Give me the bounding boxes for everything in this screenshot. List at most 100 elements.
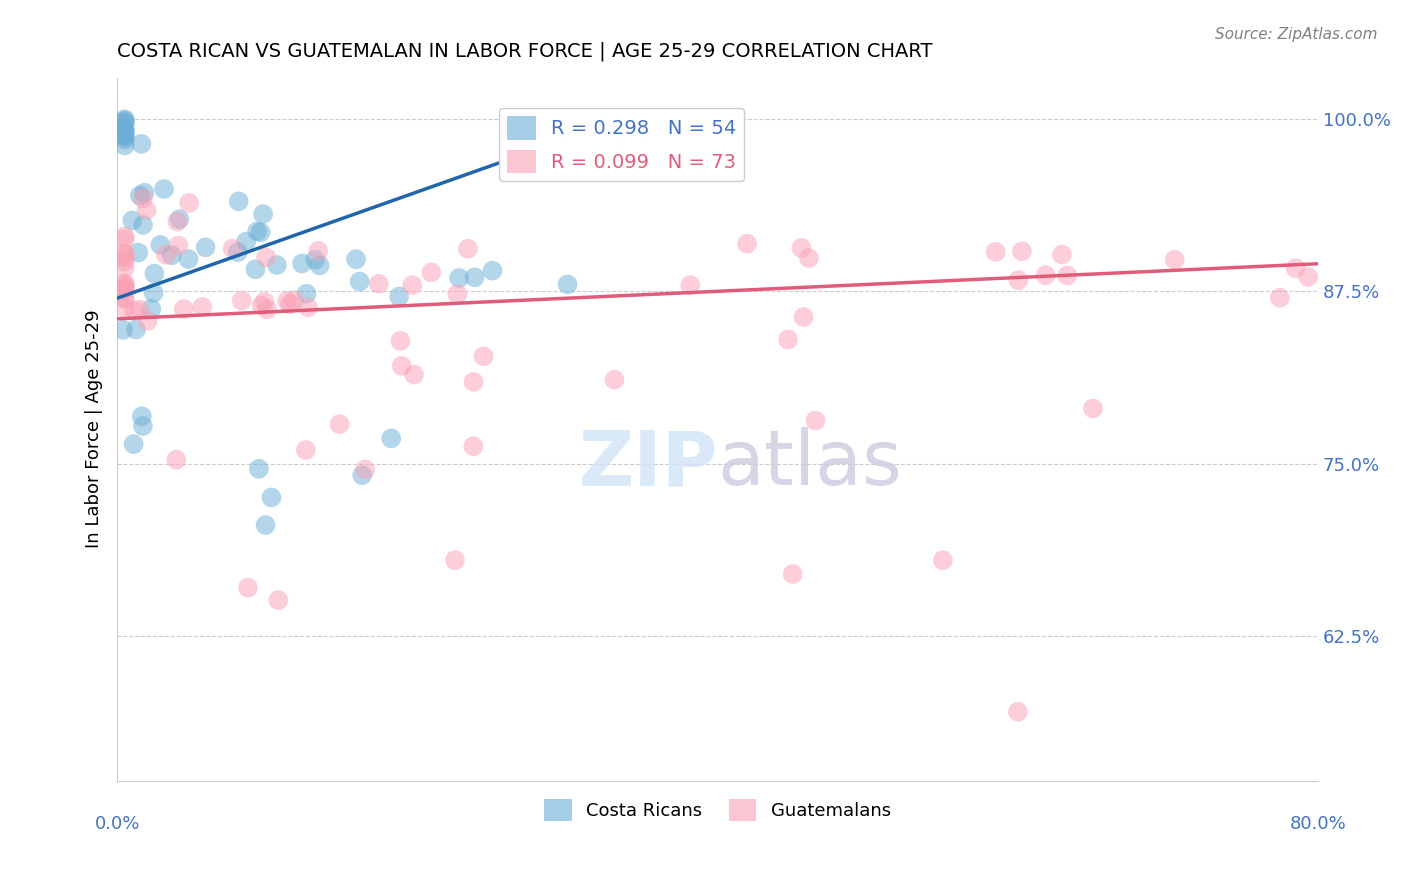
Point [256,302,278,317]
Point [308,259,330,273]
Point [169,212,191,227]
Point [464,270,486,285]
Point [127,245,149,260]
Point [249,225,271,239]
Point [194,240,217,254]
Point [165,452,187,467]
Point [114,291,136,305]
Point [254,518,277,533]
Point [1007,273,1029,287]
Point [253,294,276,309]
Point [114,138,136,153]
Point [329,417,352,432]
Point [179,195,201,210]
Point [114,280,136,294]
Point [1035,268,1057,283]
Point [114,129,136,144]
Point [167,238,190,252]
Legend: Costa Ricans, Guatemalans: Costa Ricans, Guatemalans [537,791,898,828]
Point [266,258,288,272]
Point [457,242,479,256]
Point [557,277,579,292]
Point [354,462,377,476]
Point [131,136,153,151]
Point [132,191,155,205]
Point [114,261,136,276]
Point [790,241,813,255]
Point [141,301,163,316]
Point [236,581,259,595]
Point [1284,261,1306,276]
Point [177,252,200,266]
Point [679,278,702,293]
Point [155,248,177,262]
Point [389,334,412,348]
Point [1050,247,1073,261]
Point [135,203,157,218]
Y-axis label: In Labor Force | Age 25-29: In Labor Force | Age 25-29 [86,310,103,549]
Point [472,349,495,363]
Point [114,127,136,141]
Text: 0.0%: 0.0% [94,815,139,833]
Point [114,247,136,261]
Point [250,299,273,313]
Point [1011,244,1033,259]
Point [245,262,267,277]
Point [153,182,176,196]
Point [132,218,155,232]
Point [247,462,270,476]
Point [149,238,172,252]
Point [246,224,269,238]
Point [297,300,319,314]
Text: Source: ZipAtlas.com: Source: ZipAtlas.com [1215,27,1378,42]
Point [352,468,374,483]
Point [782,566,804,581]
Point [231,293,253,308]
Point [122,437,145,451]
Point [114,123,136,137]
Point [114,283,136,297]
Point [447,271,470,285]
Point [114,232,136,246]
Point [132,419,155,434]
Point [114,113,136,128]
Point [276,293,298,308]
Point [278,297,301,311]
Point [307,244,329,258]
Point [776,333,799,347]
Point [260,491,283,505]
Point [267,593,290,607]
Point [114,114,136,128]
Point [380,431,402,445]
Point [463,375,485,389]
Point [114,125,136,139]
Point [136,314,159,328]
Point [444,553,467,567]
Point [221,242,243,256]
Point [401,278,423,293]
Point [114,254,136,268]
Text: ZIP: ZIP [578,427,717,501]
Point [114,291,136,305]
Point [1268,291,1291,305]
Point [114,301,136,315]
Point [235,235,257,249]
Point [391,359,413,373]
Point [291,256,314,270]
Point [226,245,249,260]
Point [114,277,136,292]
Point [191,300,214,314]
Point [128,302,150,317]
Point [367,277,389,291]
Point [166,214,188,228]
Text: 80.0%: 80.0% [1289,815,1347,833]
Point [1056,268,1078,283]
Point [793,310,815,324]
Point [128,188,150,202]
Point [114,132,136,146]
Point [932,553,955,567]
Point [283,293,305,308]
Point [481,263,503,277]
Point [603,373,626,387]
Point [735,236,758,251]
